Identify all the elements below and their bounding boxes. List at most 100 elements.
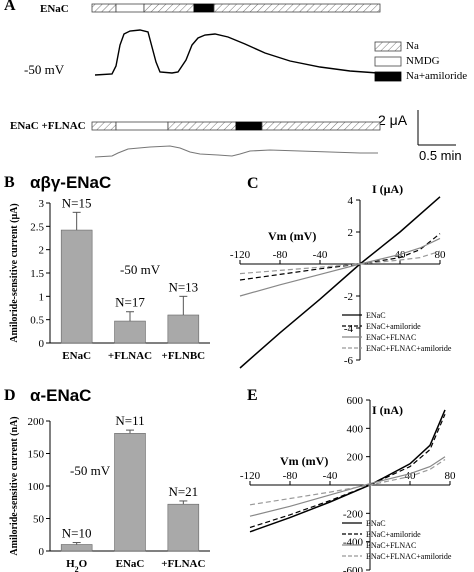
iv-C-xtick-label: -40: [313, 249, 328, 261]
bar-D-category-label: H2O: [66, 558, 88, 572]
chart-c-group: -120 -80 -40 40 80 -6 -4 -2 2 4 ENaC ENaC+amiloride…: [230, 195, 452, 369]
chart-b-group: 0 0.5 1 1.5 2 2.5 3 Amiloride-sensitive current…: [9, 195, 210, 362]
row2-nmdg-segment: [115, 121, 169, 131]
iv-E-xtick-label: -80: [283, 470, 298, 482]
iv-E-ytick-label: -400: [343, 537, 364, 549]
bar-B-bar: [114, 320, 146, 344]
iv-E-ytick-label: -600: [343, 565, 364, 572]
iv-C-xtick-label: 80: [435, 249, 447, 261]
bar-D-ytick-label: 0: [39, 546, 45, 558]
legend-na-label: Na: [406, 40, 419, 52]
row1-nmdg-segment: [115, 3, 145, 13]
iv-C-ytick-label: -2: [344, 291, 353, 303]
bar-B-ytick-label: 1: [39, 291, 45, 303]
iv-E-ytick-label: 200: [347, 452, 364, 464]
iv-C-ytick-label: -6: [344, 355, 354, 367]
bar-B-bar: [60, 229, 93, 344]
scale-time-label: 0.5 min: [419, 148, 462, 163]
iv-C-xtick-label: -120: [230, 249, 251, 261]
bar-D-n-label: N=11: [115, 413, 144, 428]
panel-a-voltage: -50 mV: [24, 62, 65, 77]
panel-b-title: αβγ-ENaC: [30, 173, 112, 192]
bar-D-bar: [60, 544, 93, 552]
bar-B-n-label: N=17: [115, 295, 145, 310]
panel-e-ylabel: I (nA): [372, 403, 404, 417]
iv-C-ytick-label: -4: [344, 323, 354, 335]
bar-B-ytick-label: 0.5: [30, 315, 44, 327]
panel-a-row1-label: ENaC: [40, 3, 69, 15]
iv-C-series-line: [239, 250, 441, 275]
row2-amiloride-segment: [235, 121, 263, 131]
bar-D-ytick-label: 200: [28, 416, 45, 428]
panel-e-xlabel: Vm (mV): [280, 454, 329, 468]
panel-d-voltage: -50 mV: [70, 463, 111, 478]
bar-D-category-label: +FLNAC: [161, 558, 205, 570]
iv-E-legend-label: ENaC+amiloride: [366, 530, 421, 539]
panel-a-letter: A: [4, 0, 16, 14]
iv-C-legend-label: ENaC+amiloride: [366, 322, 421, 331]
iv-C-legend-label: ENaC: [366, 311, 386, 320]
bar-D-bar: [167, 503, 200, 552]
bar-B-ylabel: Amiloride-sensitive current (μA): [9, 203, 20, 342]
bar-D-bar: [114, 433, 146, 552]
scale-current-label: 2 μA: [378, 112, 408, 128]
iv-E-legend-label: ENaC+FLNAC+amiloride: [366, 552, 452, 561]
bar-D-ytick-label: 150: [28, 449, 45, 461]
iv-C-legend-label: ENaC+FLNAC: [366, 333, 416, 342]
iv-E-xtick-label: -120: [240, 470, 261, 482]
legend-nmdg-swatch: [374, 56, 402, 67]
row1-amiloride-segment: [193, 3, 215, 13]
bar-B-bar: [167, 314, 200, 344]
bar-D-ytick-label: 50: [33, 514, 45, 526]
iv-C-xtick-label: 40: [395, 249, 407, 261]
bar-D-ytick-label: 100: [28, 481, 45, 493]
panel-d-letter: D: [4, 387, 16, 404]
panel-c-letter: C: [247, 175, 259, 192]
legend-amiloride-swatch: [374, 71, 402, 82]
panel-c-xlabel: Vm (mV): [268, 229, 317, 243]
bar-D-ylabel: Amiloride-sensitive current (nA): [9, 416, 20, 555]
row2-na-segment-2: [167, 121, 237, 131]
bar-D-n-label: N=21: [168, 484, 198, 499]
row1-current-trace: [94, 29, 379, 76]
bar-B-n-label: N=13: [168, 279, 198, 294]
row1-na-segment: [91, 3, 117, 13]
panel-b-voltage: -50 mV: [120, 262, 161, 277]
panel-d-title: α-ENaC: [30, 386, 92, 405]
bar-B-n-label: N=15: [62, 195, 92, 210]
row2-na-segment-3: [261, 121, 381, 131]
bar-B-category-label: ENaC: [62, 350, 91, 362]
iv-C-xtick-label: -80: [273, 249, 288, 261]
row1-na-segment-2: [143, 3, 195, 13]
iv-E-legend-label: ENaC: [366, 519, 386, 528]
chart-e-group: -120 -80 -40 40 80-600-400-200200400600ENaCE…: [240, 395, 456, 572]
legend-amiloride-label: Na+amiloride: [406, 70, 468, 82]
iv-E-series-line: [249, 413, 446, 529]
bar-B-ytick-label: 3: [39, 198, 45, 210]
panel-a-row2-label: ENaC +FLNAC: [10, 120, 86, 132]
iv-C-ytick-label: 4: [348, 195, 354, 207]
bar-B-category-label: +FLNBC: [162, 350, 206, 362]
bar-B-ytick-label: 1.5: [30, 268, 44, 280]
iv-E-legend-label: ENaC+FLNAC: [366, 541, 416, 550]
iv-E-series-line: [249, 458, 446, 506]
panel-e-letter: E: [247, 387, 258, 404]
row1-stimulus-bar: [91, 3, 381, 13]
iv-E-ytick-label: 400: [347, 423, 364, 435]
bar-D-n-label: N=10: [62, 526, 92, 541]
iv-E-xtick-label: 80: [445, 470, 457, 482]
bar-B-category-label: +FLNAC: [108, 350, 152, 362]
row2-stimulus-bar: [91, 121, 381, 131]
iv-C-legend-label: ENaC+FLNAC+amiloride: [366, 344, 452, 353]
legend-nmdg-label: NMDG: [406, 55, 440, 67]
iv-C-series-line: [239, 237, 441, 297]
panel-c-ylabel: I (μA): [372, 182, 404, 196]
bar-B-ytick-label: 2: [39, 245, 45, 257]
row1-na-segment-3: [213, 3, 381, 13]
bar-B-ytick-label: 0: [39, 338, 45, 350]
row2-na-segment: [91, 121, 117, 131]
iv-E-series-line: [249, 456, 446, 517]
iv-E-xtick-label: -40: [323, 470, 338, 482]
chart-d-group: 0 50 100 150 200 Amiloride-sensitive current …: [9, 413, 210, 572]
panel-b-letter: B: [4, 174, 15, 191]
